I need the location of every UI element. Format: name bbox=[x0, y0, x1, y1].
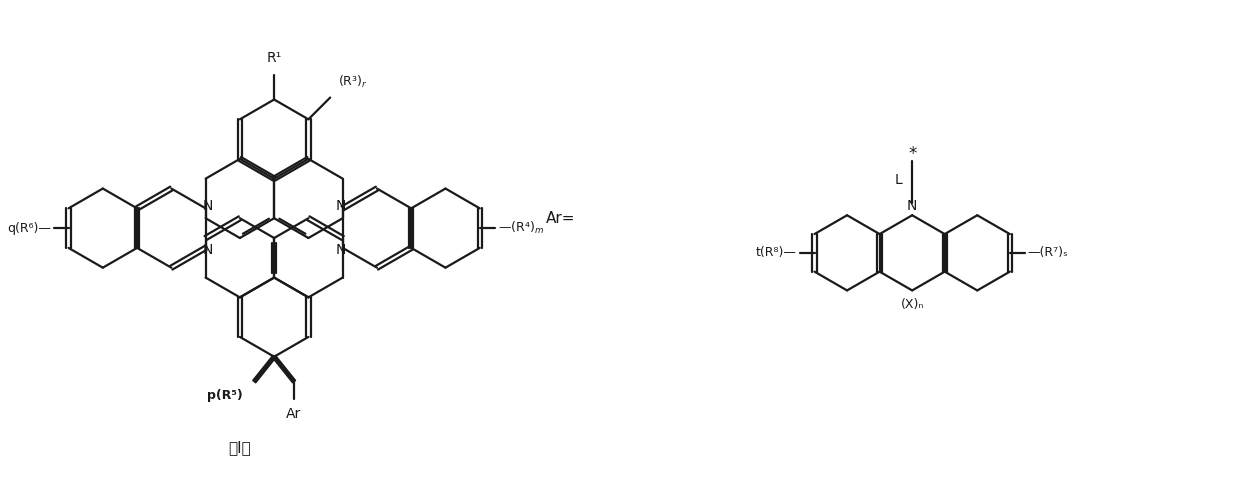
Text: p(R⁵): p(R⁵) bbox=[207, 390, 243, 402]
Text: Ar: Ar bbox=[286, 407, 301, 421]
Text: t(R⁸)—: t(R⁸)— bbox=[756, 246, 797, 260]
Text: （Ⅰ）: （Ⅰ） bbox=[228, 440, 252, 455]
Text: N: N bbox=[202, 199, 213, 213]
Text: N: N bbox=[907, 199, 917, 213]
Text: N: N bbox=[336, 199, 346, 213]
Text: N: N bbox=[202, 243, 213, 257]
Text: R¹: R¹ bbox=[266, 51, 281, 65]
Text: Ar=: Ar= bbox=[546, 211, 576, 226]
Text: (R³)$_r$: (R³)$_r$ bbox=[338, 74, 368, 90]
Text: —(R⁷)ₛ: —(R⁷)ₛ bbox=[1027, 246, 1068, 260]
Text: (X)ₙ: (X)ₙ bbox=[901, 298, 924, 311]
Text: L: L bbox=[895, 173, 902, 187]
Text: *: * bbox=[908, 145, 917, 163]
Text: —(R⁴)$_m$: —(R⁴)$_m$ bbox=[498, 220, 544, 236]
Text: q(R⁶)—: q(R⁶)— bbox=[7, 222, 51, 235]
Text: N: N bbox=[336, 243, 346, 257]
